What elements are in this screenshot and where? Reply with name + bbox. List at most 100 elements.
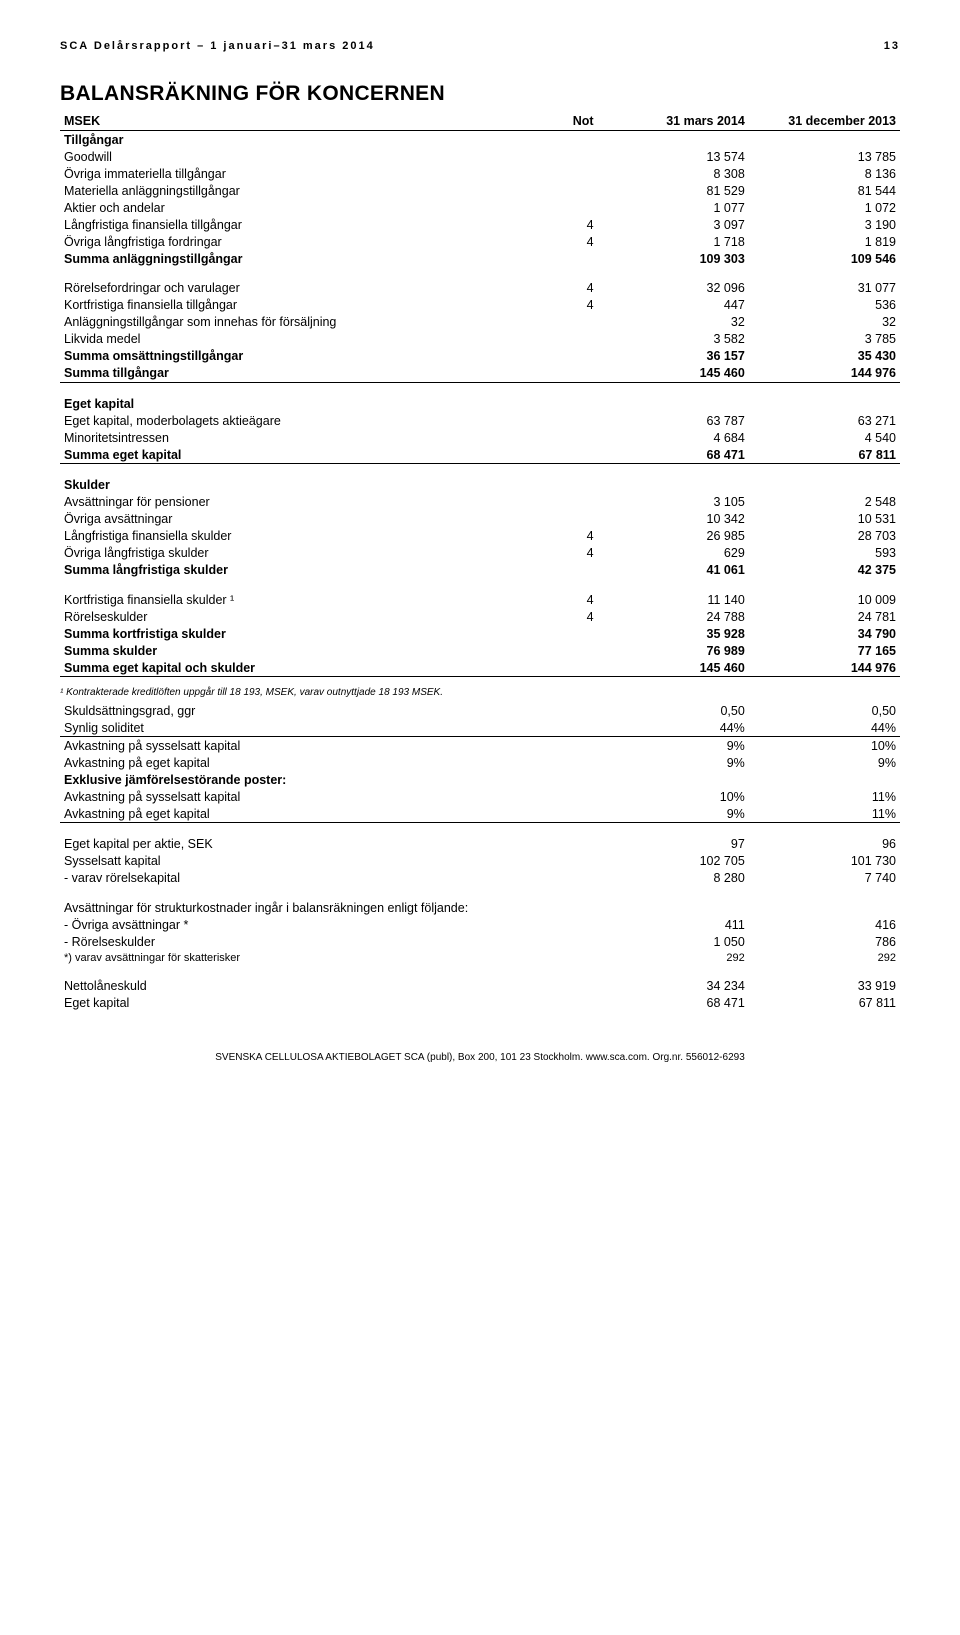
row-value-2: 11%: [749, 805, 900, 823]
footnote: ¹ Kontrakterade kreditlöften uppgår till…: [60, 687, 900, 698]
row-value-2: 593: [749, 545, 900, 562]
table-row: Eget kapital68 47167 811: [60, 995, 900, 1012]
row-label: Övriga långfristiga skulder: [60, 545, 530, 562]
row-note: [530, 250, 597, 267]
row-note: 4: [530, 216, 597, 233]
row-note: [530, 348, 597, 365]
row-value-2: 13 785: [749, 148, 900, 165]
table-row: *) varav avsättningar för skatterisker29…: [60, 950, 900, 965]
row-label: Materiella anläggningstillgångar: [60, 182, 530, 199]
table-row: Rörelsefordringar och varulager432 09631…: [60, 267, 900, 297]
row-value-1: 3 582: [598, 331, 749, 348]
row-label: Kortfristiga finansiella tillgångar: [60, 297, 530, 314]
row-note: 4: [530, 297, 597, 314]
row-value-1: 41 061: [598, 562, 749, 579]
row-note: [530, 314, 597, 331]
row-value-1: 26 985: [598, 528, 749, 545]
row-note: [530, 148, 597, 165]
row-value-1: [598, 131, 749, 149]
row-value-2: 10%: [749, 737, 900, 755]
table-row: Övriga immateriella tillgångar8 3088 136: [60, 165, 900, 182]
row-value-1: [598, 464, 749, 494]
row-value-2: 11%: [749, 788, 900, 805]
ratios-table: Skuldsättningsgrad, ggr0,500,50Synlig so…: [60, 702, 900, 1012]
row-value-1: 3 097: [598, 216, 749, 233]
table-row: Materiella anläggningstillgångar 81 52981…: [60, 182, 900, 199]
row-value-1: 10%: [598, 788, 749, 805]
row-value-1: 11 140: [598, 579, 749, 609]
row-label: Summa anläggningstillgångar: [60, 250, 530, 267]
table-row: Summa tillgångar145 460144 976: [60, 365, 900, 383]
row-note: [530, 965, 597, 995]
row-label: Eget kapital: [60, 382, 530, 412]
row-label: Långfristiga finansiella skulder: [60, 528, 530, 545]
table-row: Summa eget kapital68 47167 811: [60, 446, 900, 464]
row-value-2: 3 190: [749, 216, 900, 233]
row-note: [530, 182, 597, 199]
row-value-2: 81 544: [749, 182, 900, 199]
row-value-2: 32: [749, 314, 900, 331]
row-note: [530, 446, 597, 464]
table-row: Summa kortfristiga skulder35 92834 790: [60, 625, 900, 642]
row-value-1: 109 303: [598, 250, 749, 267]
table-row: Summa omsättningstillgångar36 15735 430: [60, 348, 900, 365]
row-value-2: 2 548: [749, 494, 900, 511]
row-label: Avkastning på eget kapital: [60, 805, 530, 823]
row-value-2: 42 375: [749, 562, 900, 579]
row-note: 4: [530, 528, 597, 545]
row-value-1: 9%: [598, 737, 749, 755]
row-value-1: 35 928: [598, 625, 749, 642]
table-row: Avkastning på eget kapital9%11%: [60, 805, 900, 823]
row-value-1: 8 308: [598, 165, 749, 182]
row-label: Nettolåneskuld: [60, 965, 530, 995]
row-value-1: 68 471: [598, 446, 749, 464]
table-row: Långfristiga finansiella skulder426 9852…: [60, 528, 900, 545]
col-note: Not: [530, 112, 597, 131]
row-label: Avsättningar för strukturkostnader ingår…: [60, 887, 530, 917]
row-label: Summa långfristiga skulder: [60, 562, 530, 579]
row-note: [530, 754, 597, 771]
row-note: [530, 916, 597, 933]
row-value-1: 1 050: [598, 933, 749, 950]
row-value-1: 102 705: [598, 853, 749, 870]
row-value-1: 81 529: [598, 182, 749, 199]
row-label: Synlig soliditet: [60, 719, 530, 737]
row-value-2: 10 531: [749, 511, 900, 528]
row-value-2: 144 976: [749, 659, 900, 677]
row-value-2: 1 072: [749, 199, 900, 216]
row-label: Goodwill: [60, 148, 530, 165]
row-note: [530, 165, 597, 182]
row-label: - Rörelseskulder: [60, 933, 530, 950]
table-row: Avsättningar för strukturkostnader ingår…: [60, 887, 900, 917]
row-label: Avkastning på sysselsatt kapital: [60, 788, 530, 805]
row-label: Skuldsättningsgrad, ggr: [60, 702, 530, 719]
row-value-1: 447: [598, 297, 749, 314]
row-value-1: [598, 382, 749, 412]
table-header-row: MSEK Not 31 mars 2014 31 december 2013: [60, 112, 900, 131]
row-label: Summa skulder: [60, 642, 530, 659]
row-value-1: 145 460: [598, 659, 749, 677]
page-title: BALANSRÄKNING FÖR KONCERNEN: [60, 82, 900, 106]
row-value-2: [749, 771, 900, 788]
row-value-2: 67 811: [749, 446, 900, 464]
row-note: 4: [530, 608, 597, 625]
table-row: Avkastning på sysselsatt kapital9%10%: [60, 737, 900, 755]
row-value-1: 36 157: [598, 348, 749, 365]
header-page-number: 13: [884, 40, 900, 52]
row-note: [530, 131, 597, 149]
row-note: [530, 702, 597, 719]
row-label: Rörelsefordringar och varulager: [60, 267, 530, 297]
row-label: *) varav avsättningar för skatterisker: [60, 950, 530, 965]
row-value-2: 63 271: [749, 412, 900, 429]
row-label: Tillgångar: [60, 131, 530, 149]
row-label: Exklusive jämförelsestörande poster:: [60, 771, 530, 788]
row-label: Minoritetsintressen: [60, 429, 530, 446]
row-value-2: 0,50: [749, 702, 900, 719]
row-note: [530, 365, 597, 383]
row-label: Långfristiga finansiella tillgångar: [60, 216, 530, 233]
row-value-1: 4 684: [598, 429, 749, 446]
row-label: Summa kortfristiga skulder: [60, 625, 530, 642]
row-label: - varav rörelsekapital: [60, 870, 530, 887]
row-label: Summa eget kapital och skulder: [60, 659, 530, 677]
row-label: Eget kapital: [60, 995, 530, 1012]
